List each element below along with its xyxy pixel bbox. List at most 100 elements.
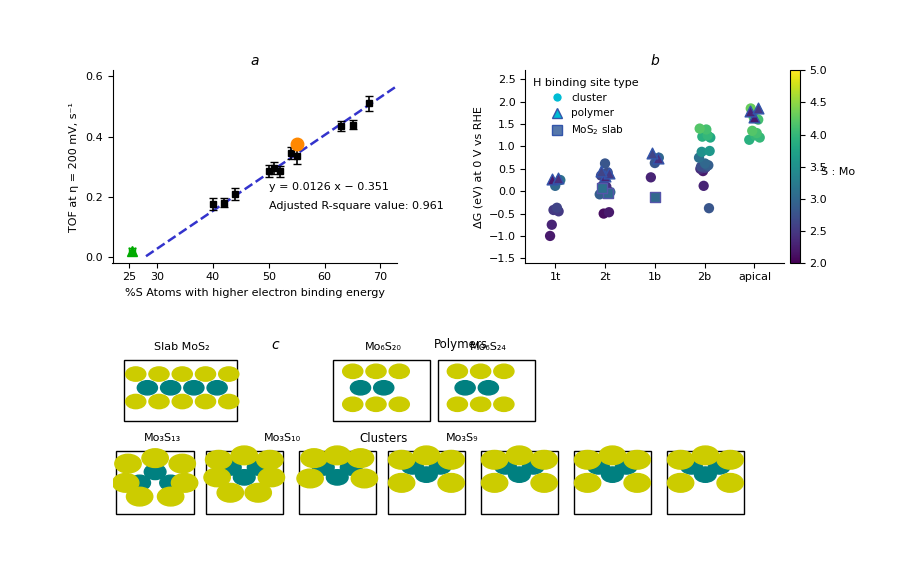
Circle shape bbox=[438, 450, 464, 469]
FancyBboxPatch shape bbox=[438, 360, 535, 421]
Y-axis label: S : Mo: S : Mo bbox=[821, 167, 855, 177]
Circle shape bbox=[148, 367, 169, 381]
Circle shape bbox=[195, 394, 216, 409]
Point bbox=[600, 168, 615, 177]
Point bbox=[594, 171, 608, 180]
Circle shape bbox=[301, 449, 328, 467]
Point bbox=[695, 132, 709, 141]
Point bbox=[698, 163, 712, 173]
Point bbox=[698, 158, 712, 168]
Point bbox=[598, 158, 612, 168]
Point bbox=[554, 176, 568, 185]
Point bbox=[603, 187, 617, 197]
Circle shape bbox=[219, 367, 238, 381]
Point bbox=[750, 129, 764, 138]
Circle shape bbox=[416, 467, 437, 483]
Point bbox=[702, 146, 716, 156]
FancyBboxPatch shape bbox=[667, 451, 744, 514]
Circle shape bbox=[138, 380, 157, 395]
Point bbox=[745, 126, 760, 136]
Point bbox=[703, 133, 717, 142]
Circle shape bbox=[204, 468, 230, 487]
Circle shape bbox=[494, 364, 514, 379]
Circle shape bbox=[233, 470, 255, 485]
Circle shape bbox=[447, 364, 467, 379]
Point bbox=[546, 205, 561, 215]
Circle shape bbox=[220, 460, 241, 475]
Circle shape bbox=[508, 467, 530, 483]
Point bbox=[550, 203, 564, 212]
Circle shape bbox=[256, 450, 283, 469]
Y-axis label: TOF at η = 200 mV, s⁻¹: TOF at η = 200 mV, s⁻¹ bbox=[69, 102, 79, 231]
Circle shape bbox=[248, 460, 269, 475]
Circle shape bbox=[169, 454, 195, 473]
Point bbox=[652, 153, 666, 163]
Circle shape bbox=[231, 446, 257, 465]
Circle shape bbox=[438, 474, 464, 492]
Circle shape bbox=[374, 380, 394, 395]
Circle shape bbox=[184, 380, 204, 395]
Circle shape bbox=[717, 474, 743, 492]
Circle shape bbox=[324, 446, 350, 465]
Circle shape bbox=[126, 367, 146, 381]
FancyBboxPatch shape bbox=[573, 451, 651, 514]
Text: y = 0.0126 x − 0.351: y = 0.0126 x − 0.351 bbox=[269, 182, 389, 192]
Circle shape bbox=[347, 449, 374, 467]
Circle shape bbox=[471, 397, 491, 411]
Circle shape bbox=[340, 460, 362, 475]
Circle shape bbox=[708, 458, 730, 474]
Point bbox=[648, 192, 662, 201]
Point bbox=[543, 231, 557, 241]
Circle shape bbox=[142, 449, 168, 467]
FancyBboxPatch shape bbox=[299, 451, 376, 514]
Circle shape bbox=[531, 450, 557, 469]
Point bbox=[748, 130, 762, 140]
Point bbox=[751, 115, 765, 124]
FancyBboxPatch shape bbox=[333, 360, 430, 421]
Title: a: a bbox=[250, 54, 259, 68]
Circle shape bbox=[401, 458, 423, 474]
Text: Mo₃S₁₃: Mo₃S₁₃ bbox=[143, 433, 181, 443]
Circle shape bbox=[389, 397, 410, 411]
Point bbox=[693, 164, 707, 174]
Point bbox=[746, 113, 760, 122]
Point bbox=[644, 173, 658, 182]
Circle shape bbox=[389, 474, 415, 492]
Y-axis label: ΔG (eV) at 0 V vs RHE: ΔG (eV) at 0 V vs RHE bbox=[473, 106, 483, 228]
Circle shape bbox=[531, 474, 557, 492]
Point bbox=[648, 158, 662, 168]
Circle shape bbox=[599, 446, 625, 465]
Point bbox=[644, 149, 659, 158]
Circle shape bbox=[366, 364, 386, 379]
Point bbox=[701, 161, 716, 170]
Circle shape bbox=[455, 380, 475, 395]
Point bbox=[700, 161, 715, 170]
Text: Polymers: Polymers bbox=[434, 338, 488, 352]
Circle shape bbox=[350, 380, 371, 395]
Circle shape bbox=[327, 470, 348, 485]
Circle shape bbox=[343, 364, 363, 379]
Title: b: b bbox=[651, 54, 659, 68]
Circle shape bbox=[126, 487, 153, 506]
Point bbox=[752, 133, 767, 142]
Point bbox=[552, 207, 566, 216]
Point bbox=[698, 163, 713, 172]
Point bbox=[696, 166, 710, 176]
Circle shape bbox=[148, 394, 169, 409]
Point bbox=[651, 153, 665, 163]
Circle shape bbox=[692, 446, 718, 465]
Point bbox=[700, 130, 715, 140]
Circle shape bbox=[195, 367, 216, 381]
Circle shape bbox=[126, 394, 146, 409]
Circle shape bbox=[366, 397, 386, 411]
Circle shape bbox=[258, 468, 284, 487]
Text: Slab MoS₂: Slab MoS₂ bbox=[155, 342, 210, 352]
Circle shape bbox=[471, 364, 491, 379]
Point bbox=[747, 113, 761, 122]
Point bbox=[544, 220, 559, 230]
Circle shape bbox=[160, 380, 181, 395]
Circle shape bbox=[413, 446, 439, 465]
Circle shape bbox=[389, 364, 410, 379]
Circle shape bbox=[478, 380, 499, 395]
Circle shape bbox=[574, 474, 601, 492]
